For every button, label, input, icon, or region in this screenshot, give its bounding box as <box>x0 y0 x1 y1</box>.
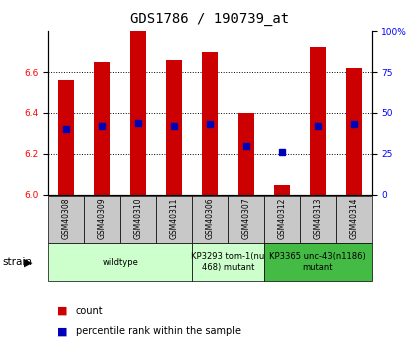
Bar <box>238 113 254 195</box>
Text: GSM40308: GSM40308 <box>62 198 71 239</box>
Text: GSM40309: GSM40309 <box>98 198 107 239</box>
Text: GSM40306: GSM40306 <box>205 198 215 239</box>
Bar <box>346 68 362 195</box>
Bar <box>58 80 74 195</box>
Bar <box>192 243 264 281</box>
Bar <box>310 47 326 195</box>
Text: ▶: ▶ <box>24 257 33 267</box>
Text: percentile rank within the sample: percentile rank within the sample <box>76 326 241 336</box>
Text: wildtype: wildtype <box>102 258 138 267</box>
Text: ■: ■ <box>57 306 67 315</box>
Text: GSM40313: GSM40313 <box>313 198 322 239</box>
Bar <box>130 31 146 195</box>
Text: GSM40314: GSM40314 <box>349 198 358 239</box>
Text: KP3365 unc-43(n1186)
mutant: KP3365 unc-43(n1186) mutant <box>269 253 366 272</box>
Bar <box>120 196 156 243</box>
Text: GSM40307: GSM40307 <box>241 198 250 239</box>
Text: count: count <box>76 306 103 315</box>
Text: strain: strain <box>2 257 32 267</box>
Bar <box>48 243 192 281</box>
Text: KP3293 tom-1(nu
468) mutant: KP3293 tom-1(nu 468) mutant <box>192 253 265 272</box>
Bar <box>84 196 120 243</box>
Text: GSM40311: GSM40311 <box>170 198 178 239</box>
Text: GSM40312: GSM40312 <box>277 198 286 239</box>
Bar <box>300 196 336 243</box>
Bar <box>192 196 228 243</box>
Bar <box>48 196 84 243</box>
Bar <box>94 62 110 195</box>
Bar <box>156 196 192 243</box>
Bar <box>228 196 264 243</box>
Bar <box>336 196 372 243</box>
Text: GSM40310: GSM40310 <box>134 198 143 239</box>
Bar <box>264 196 300 243</box>
Bar <box>202 51 218 195</box>
Bar <box>274 185 290 195</box>
Text: GDS1786 / 190739_at: GDS1786 / 190739_at <box>131 12 289 26</box>
Bar <box>166 60 182 195</box>
Bar <box>264 243 372 281</box>
Text: ■: ■ <box>57 326 67 336</box>
